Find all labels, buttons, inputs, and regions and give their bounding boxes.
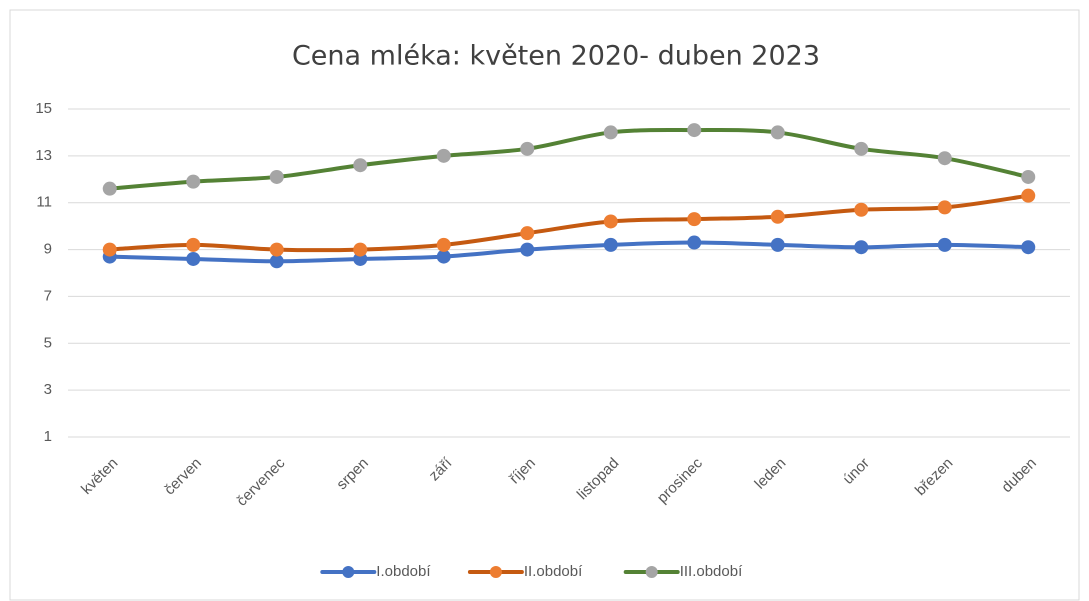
legend-marker — [342, 566, 355, 578]
y-tick-label: 5 — [44, 334, 52, 351]
data-point — [770, 209, 785, 224]
data-point — [854, 202, 869, 217]
data-point — [436, 249, 451, 264]
data-point — [269, 242, 284, 257]
data-point — [937, 200, 952, 215]
legend-label: I.období — [376, 563, 431, 580]
data-point — [854, 240, 869, 255]
data-point — [102, 242, 117, 257]
series-line — [107, 193, 1031, 253]
series-line — [107, 240, 1031, 264]
data-point — [186, 174, 201, 189]
y-tick-label: 1 — [44, 428, 52, 445]
legend-label: III.období — [680, 563, 743, 580]
data-point — [269, 254, 284, 269]
data-point — [937, 237, 952, 252]
legend-marker — [489, 566, 502, 578]
data-point — [186, 251, 201, 266]
data-point — [603, 214, 618, 229]
data-point — [1021, 188, 1036, 203]
legend-marker — [645, 566, 658, 578]
y-tick-label: 15 — [35, 100, 52, 117]
data-point — [603, 125, 618, 140]
data-point — [687, 235, 702, 250]
series-line — [107, 128, 1031, 191]
y-tick-label: 13 — [35, 147, 52, 164]
y-tick-label: 9 — [44, 241, 52, 258]
chart-border — [9, 9, 1080, 601]
data-point — [269, 169, 284, 184]
data-point — [436, 237, 451, 252]
data-point — [687, 212, 702, 227]
data-point — [353, 158, 368, 173]
data-point — [353, 242, 368, 257]
data-point — [770, 125, 785, 140]
legend-label: II.období — [524, 563, 583, 580]
data-point — [186, 237, 201, 252]
data-point — [1021, 240, 1036, 255]
data-point — [687, 123, 702, 138]
y-tick-label: 3 — [44, 381, 52, 398]
chart-title: Cena mléka: květen 2020- duben 2023 — [292, 41, 820, 72]
data-point — [520, 242, 535, 257]
data-point — [102, 181, 117, 196]
data-point — [770, 237, 785, 252]
data-point — [520, 141, 535, 156]
data-point — [854, 141, 869, 156]
data-point — [436, 148, 451, 163]
data-point — [937, 151, 952, 166]
data-point — [520, 226, 535, 241]
data-point — [603, 237, 618, 252]
y-tick-label: 7 — [44, 287, 52, 304]
y-tick-label: 11 — [36, 194, 52, 211]
data-point — [1021, 169, 1036, 184]
